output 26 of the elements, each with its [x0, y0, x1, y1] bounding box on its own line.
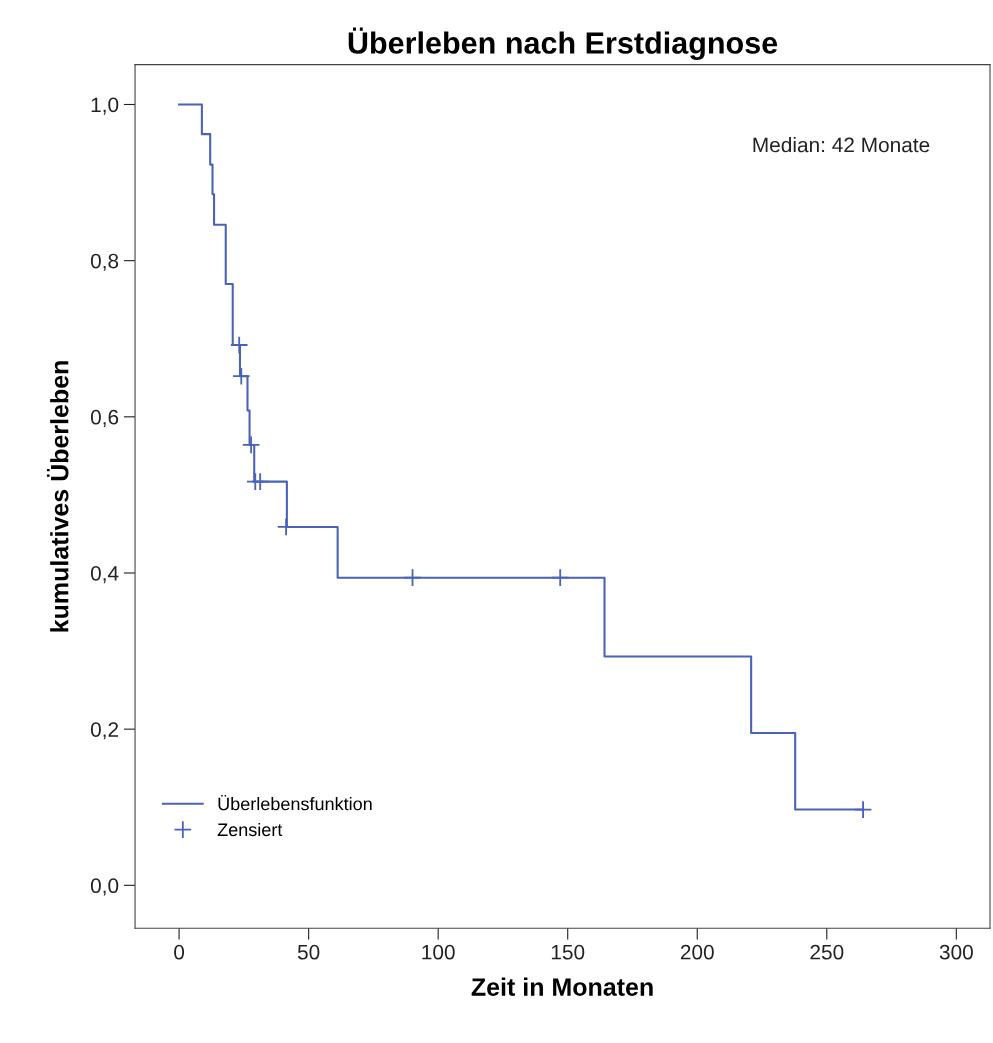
y-axis-title: kumulatives Überleben [46, 361, 69, 632]
x-tick-label: 200 [680, 944, 714, 960]
x-tick-label: 50 [297, 944, 320, 960]
annotation: Median: 42 Monate [753, 137, 930, 153]
legend-label: Überlebensfunktion [218, 795, 372, 811]
point [853, 800, 873, 819]
point [232, 366, 251, 386]
y-tick-label: 0,2 [90, 722, 119, 740]
legend-label: Zensiert [217, 822, 283, 837]
y-tick-label: 0,8 [90, 253, 119, 271]
x-tick-label: 250 [810, 944, 844, 960]
x-tick-label: 300 [939, 944, 973, 960]
y-tick-label: 0,6 [90, 409, 119, 428]
y-tick-label: 1,0 [91, 97, 119, 115]
point [550, 568, 570, 587]
point [250, 472, 270, 491]
x-tick-label: 0 [174, 944, 185, 960]
chart-title: Überleben nach Erstdiagnose [348, 27, 778, 61]
x-axis-title: Zeit in Monaten [471, 977, 653, 996]
x-tick-label: 150 [551, 944, 585, 960]
y-tick-label: 0,4 [90, 565, 119, 584]
point [229, 335, 249, 355]
point [241, 435, 261, 455]
point [403, 568, 422, 587]
y-tick-label: 0,0 [90, 878, 119, 896]
x-tick-label: 100 [422, 944, 455, 960]
